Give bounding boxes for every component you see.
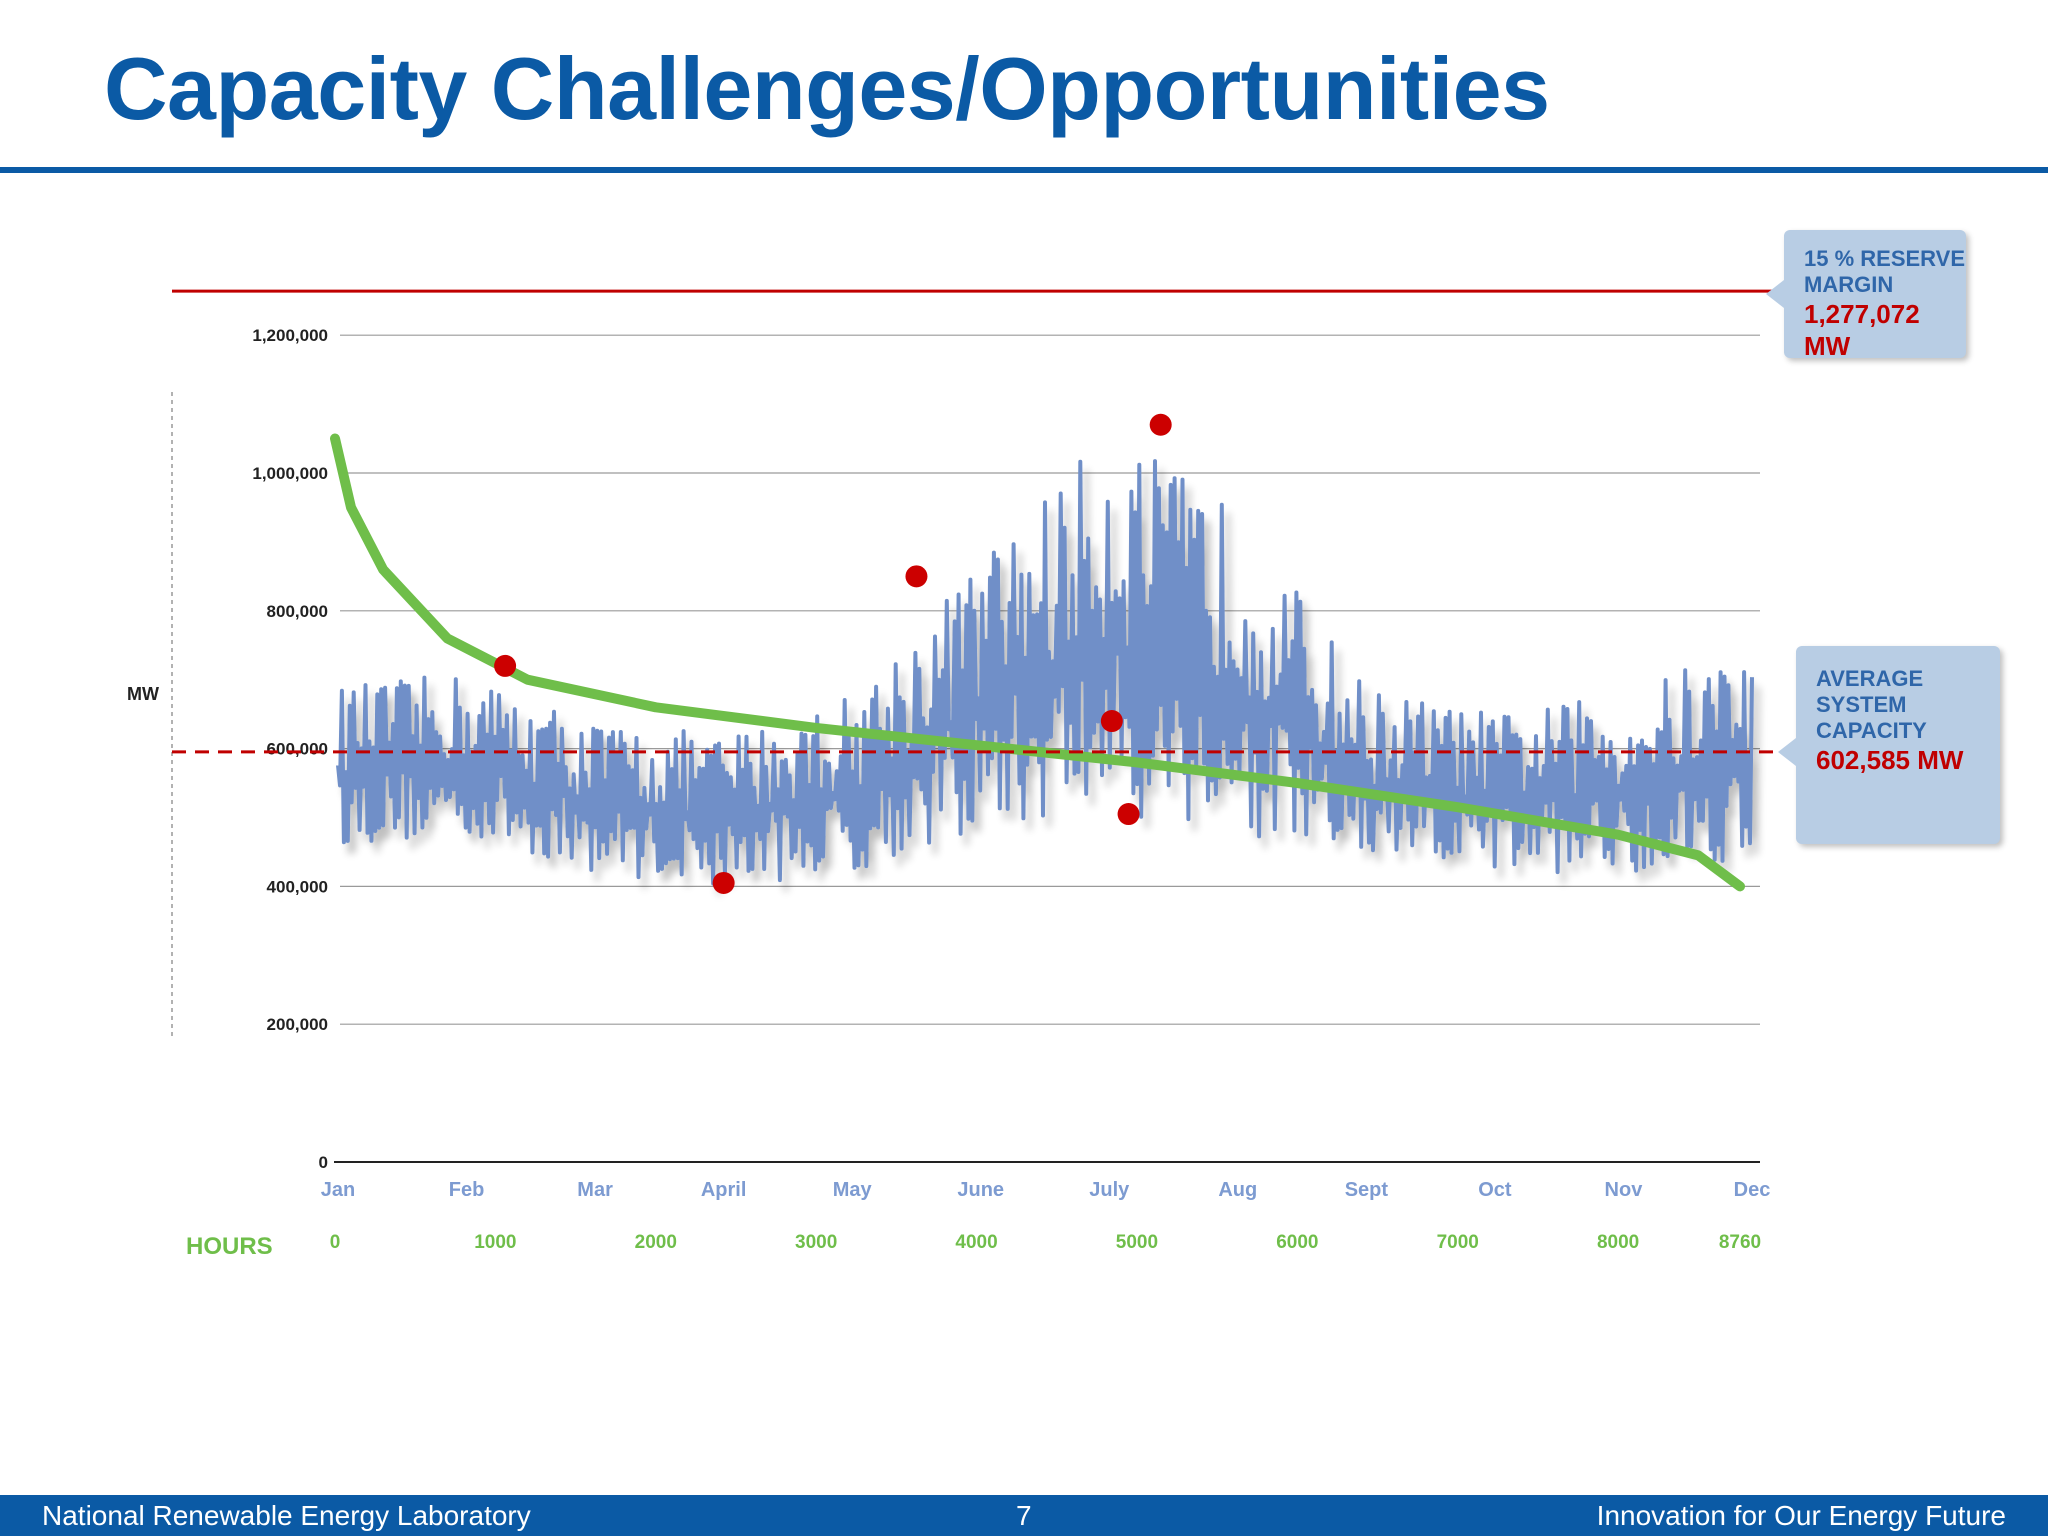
month-tick-label: July [1089,1179,1130,1201]
page-number: 7 [1016,1500,1032,1531]
peak-marker [494,654,517,677]
peak-marker [712,871,735,894]
month-tick-label: Nov [1605,1179,1644,1201]
reserve-margin-callout: 15 % RESERVE MARGIN 1,277,072 MW [1766,230,1966,361]
month-tick-label: Sept [1345,1179,1389,1201]
hourly-load-series [336,459,1754,886]
average-label-line3: CAPACITY [1816,718,1927,743]
month-tick-label: Jan [321,1179,355,1201]
average-value: 602,585 MW [1816,745,1964,775]
month-tick-label: Aug [1218,1179,1257,1201]
hours-tick-label: 8000 [1597,1232,1639,1253]
reserve-value: 1,277,072 MW [1804,299,1920,361]
hours-tick-label: 1000 [474,1232,516,1253]
footer-tagline: Innovation for Our Energy Future [1596,1500,2006,1531]
hours-tick-label: 2000 [635,1232,677,1253]
reserve-label-line2: MARGIN [1804,272,1894,297]
y-axis-label: MW [127,684,159,704]
month-tick-label: April [701,1179,747,1201]
y-tick-label: 800,000 [267,602,328,621]
callout-pointer [1778,738,1796,766]
load-duration-curve [330,433,1745,892]
average-label-line2: SYSTEM [1816,692,1907,717]
reserve-label-line1: 15 % RESERVE [1804,246,1966,271]
month-tick-label: May [833,1179,873,1201]
footer-bar: National Renewable Energy Laboratory 7 I… [0,1495,2048,1536]
month-tick-label: Feb [449,1179,485,1201]
y-tick-label: 0 [319,1153,328,1172]
capacity-chart: MW HOURS 0 200,000 400,000 600,000 800,000 1,… [127,289,1778,1260]
hours-label: HOURS [186,1233,273,1260]
month-tick-label: Oct [1478,1179,1512,1201]
hours-tick-label: 0 [330,1232,341,1253]
peak-marker [1100,710,1123,733]
hours-tick-label: 6000 [1276,1232,1318,1253]
hours-tick-label: 7000 [1437,1232,1479,1253]
footer-organization: National Renewable Energy Laboratory [42,1500,531,1531]
y-tick-label: 1,200,000 [252,326,328,345]
peak-marker [1117,803,1140,826]
callout-pointer [1766,280,1784,308]
month-tick-label: June [957,1179,1004,1201]
average-capacity-callout: AVERAGE SYSTEM CAPACITY 602,585 MW [1778,646,2000,844]
slide-title: Capacity Challenges/Opportunities [104,39,1550,138]
average-label-line1: AVERAGE [1816,666,1924,691]
y-tick-label: 400,000 [267,877,328,896]
hours-tick-label: 5000 [1116,1232,1158,1253]
peak-marker [905,565,928,588]
hours-tick-label: 3000 [795,1232,837,1253]
y-tick-label: 600,000 [267,740,328,759]
y-tick-label: 1,000,000 [252,464,328,483]
y-tick-label: 200,000 [267,1015,328,1034]
month-tick-label: Mar [577,1179,613,1201]
hours-tick-label: 8760 [1719,1232,1761,1253]
hours-tick-label: 4000 [955,1232,997,1253]
month-tick-label: Dec [1734,1179,1771,1201]
title-rule [0,167,2048,173]
peak-marker [1149,413,1172,436]
